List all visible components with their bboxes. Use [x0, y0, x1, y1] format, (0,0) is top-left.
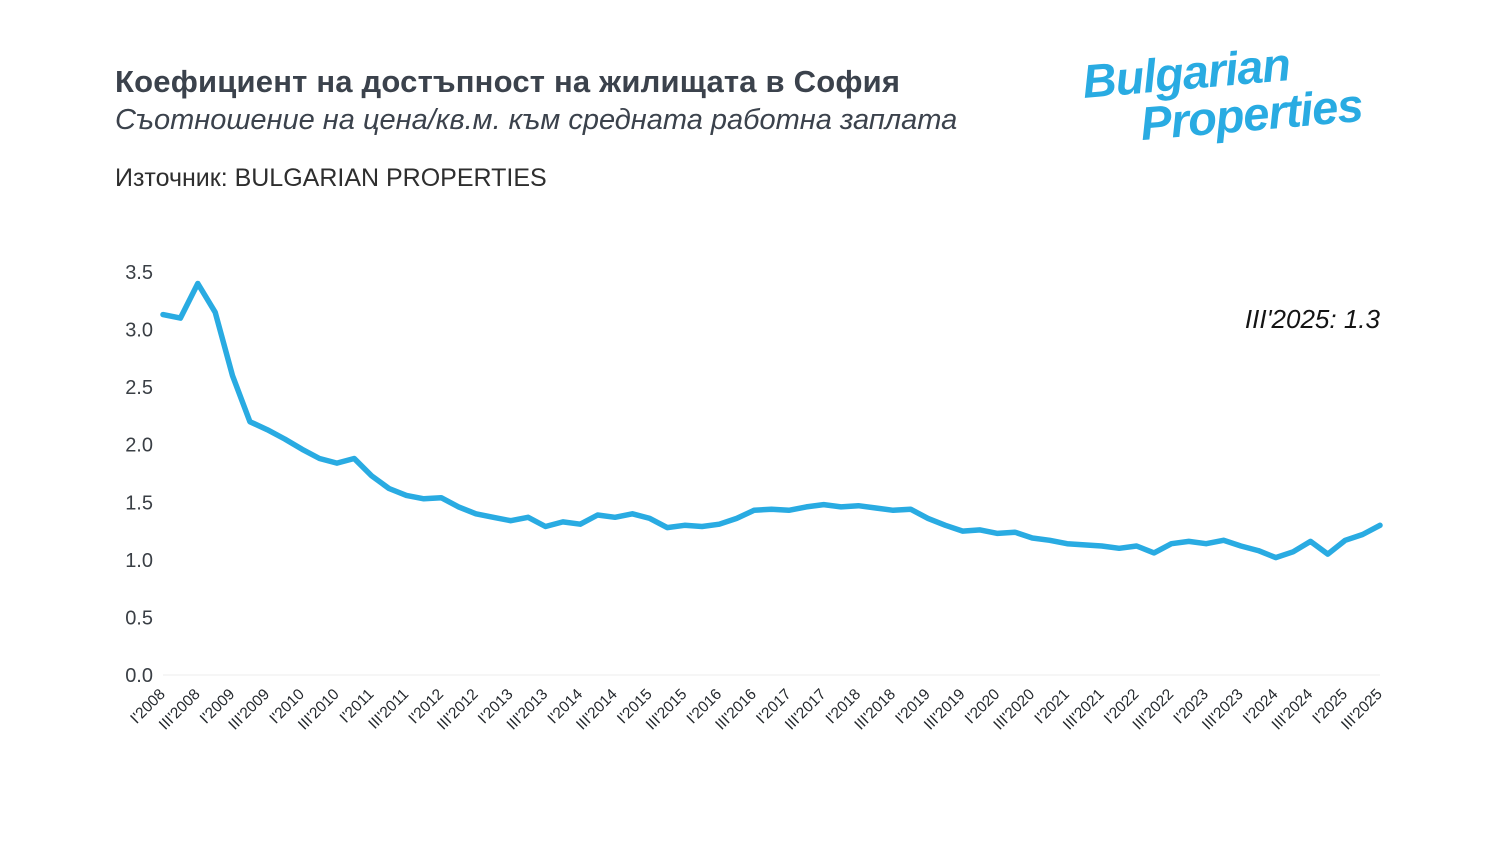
y-axis-tick-label: 0.5: [125, 607, 153, 629]
source-label: Източник: BULGARIAN PROPERTIES: [115, 164, 547, 192]
page-subtitle: Съотношение на цена/кв.м. към средната р…: [115, 104, 958, 136]
series-line: [160, 280, 1383, 561]
brand-logo: Bulgarian Properties: [1077, 34, 1368, 150]
y-axis-tick-label: 2.0: [125, 435, 153, 457]
y-axis-tick-label: 3.5: [125, 262, 153, 284]
y-axis-tick-label: 3.0: [125, 320, 153, 342]
y-axis-tick-label: 2.5: [125, 377, 153, 399]
y-axis-tick-label: 1.5: [125, 492, 153, 514]
chart-svg: 0.00.51.01.52.02.53.03.5I'2008III'2008I'…: [125, 262, 1386, 733]
chart-area: 0.0 0.5 1.0 1.5 2.0 2.5 3.0 3.5 I'2008 III'2008 I'…: [95, 240, 1405, 820]
page-title: Коефициент на достъпност на жилищата в С…: [115, 64, 901, 99]
y-axis-tick-label: 1.0: [125, 550, 153, 572]
annotation-label: III'2025: 1.3: [1244, 304, 1380, 334]
y-axis-tick-label: 0.0: [125, 665, 153, 687]
